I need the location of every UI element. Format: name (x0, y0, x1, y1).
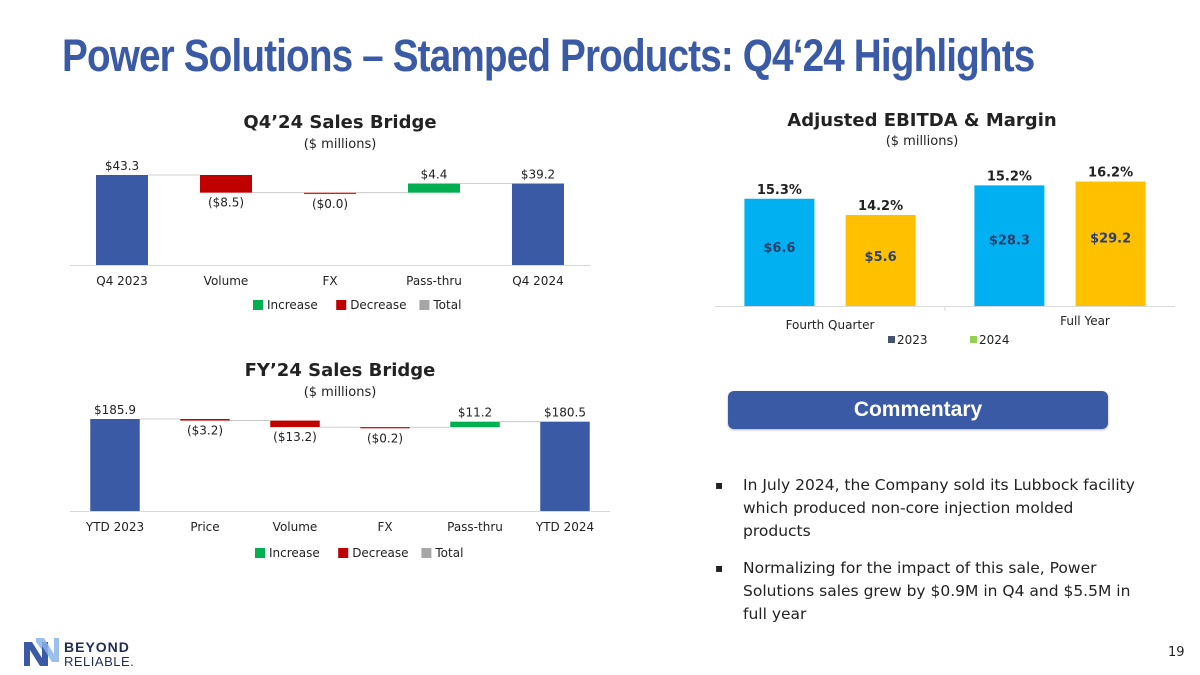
x-tick-label-5: YTD 2024 (535, 520, 594, 534)
bullet-icon: ▪ (715, 478, 724, 492)
chart-title: FY’24 Sales Bridge (245, 360, 436, 381)
legend-label-0: Increase (269, 546, 320, 560)
legend-swatch-0 (888, 336, 895, 343)
data-label-2: ($13.2) (273, 430, 317, 444)
bar-value-label-2024-0: $5.6 (865, 250, 897, 265)
q4-sales-bridge-svg: Q4’24 Sales Bridge ($ millions) $43.3 Q4 … (70, 112, 590, 312)
page-number: 19 (1168, 645, 1185, 660)
data-label-4: $11.2 (458, 406, 492, 420)
fy-sales-bridge-chart: FY’24 Sales Bridge ($ millions) $185.9 YT… (70, 356, 610, 566)
waterfall-bar-2 (304, 192, 356, 194)
x-tick-label-2: Volume (273, 520, 318, 534)
bar-2023-1 (974, 185, 1045, 306)
commentary-item: ▪ Normalizing for the impact of this sal… (715, 557, 1145, 626)
adjusted-ebitda-chart: Adjusted EBITDA & Margin ($ millions) $6… (700, 106, 1190, 356)
bar-value-label-2023-1: $28.3 (989, 234, 1030, 249)
legend-swatch-2 (419, 300, 430, 310)
bar-value-label-2023-0: $6.6 (763, 241, 795, 256)
data-label-4: $39.2 (521, 168, 555, 182)
chart-subtitle: ($ millions) (304, 137, 377, 152)
logo-line1: BEYOND (64, 639, 130, 655)
x-tick-label-4: Pass-thru (447, 520, 503, 534)
q4-sales-bridge-chart: Q4’24 Sales Bridge ($ millions) $43.3 Q4 … (70, 108, 610, 318)
bar-2023-0 (744, 198, 815, 306)
x-tick-label-4: Q4 2024 (512, 274, 563, 288)
waterfall-bar-2 (270, 420, 320, 428)
data-label-1: ($3.2) (187, 424, 223, 438)
margin-label-2024-1: 16.2% (1088, 166, 1133, 181)
margin-label-2024-0: 14.2% (858, 199, 903, 214)
waterfall-bar-1 (200, 175, 252, 193)
x-tick-label-1: Volume (204, 274, 249, 288)
bullet-icon: ▪ (715, 561, 724, 575)
x-tick-label-3: Pass-thru (406, 274, 462, 288)
page-title: Power Solutions – Stamped Products: Q4‘2… (62, 30, 1035, 81)
x-tick-label-1: Price (190, 520, 219, 534)
waterfall-bar-1 (180, 419, 230, 421)
waterfall-bar-3 (360, 427, 410, 429)
data-label-0: $43.3 (105, 159, 139, 173)
commentary-text: In July 2024, the Company sold its Lubbo… (743, 476, 1135, 540)
legend-label-1: Decrease (350, 298, 406, 312)
waterfall-bar-0 (90, 419, 140, 511)
legend-swatch-0 (255, 548, 265, 558)
chart-title: Q4’24 Sales Bridge (243, 112, 436, 133)
waterfall-bar-4 (450, 421, 500, 428)
legend-swatch-1 (338, 548, 349, 558)
legend-label-2: Total (432, 298, 461, 312)
data-label-0: $185.9 (94, 403, 136, 417)
waterfall-bar-5 (540, 421, 590, 511)
x-tick-label-2: FX (322, 274, 337, 288)
legend-label-0: Increase (267, 298, 318, 312)
commentary-list: ▪ In July 2024, the Company sold its Lub… (715, 474, 1145, 640)
x-tick-label-0: Q4 2023 (96, 274, 147, 288)
legend-swatch-2 (421, 548, 432, 558)
x-tick-label-0: YTD 2023 (85, 520, 144, 534)
margin-label-2023-0: 15.3% (757, 183, 802, 198)
waterfall-bar-3 (408, 183, 460, 193)
data-label-3: ($0.2) (367, 431, 403, 445)
legend-swatch-1 (970, 336, 977, 343)
bar-2024-1 (1075, 181, 1146, 306)
x-tick-label-3: FX (377, 520, 392, 534)
adjusted-ebitda-svg: Adjusted EBITDA & Margin ($ millions) $6… (715, 110, 1175, 347)
commentary-header: Commentary (728, 391, 1108, 429)
x-tick-label-0: Fourth Quarter (786, 318, 875, 332)
commentary-text: Normalizing for the impact of this sale,… (743, 559, 1131, 623)
legend-label-1: Decrease (352, 546, 408, 560)
legend-label-2: Total (434, 546, 463, 560)
data-label-2: ($0.0) (312, 197, 348, 211)
legend-swatch-0 (253, 300, 263, 310)
logo-line2: RELIABLE. (64, 654, 134, 669)
bar-2024-0 (845, 215, 916, 306)
data-label-5: $180.5 (544, 406, 586, 420)
chart-title: Adjusted EBITDA & Margin (787, 110, 1056, 131)
legend-swatch-1 (336, 300, 347, 310)
chart-subtitle: ($ millions) (886, 134, 959, 149)
chart-subtitle: ($ millions) (304, 385, 377, 400)
margin-label-2023-1: 15.2% (987, 169, 1032, 184)
legend-label-1: 2024 (979, 333, 1010, 347)
waterfall-bar-4 (512, 183, 564, 265)
bar-value-label-2024-1: $29.2 (1090, 232, 1131, 247)
x-tick-label-1: Full Year (1060, 314, 1110, 328)
data-label-1: ($8.5) (208, 196, 244, 210)
fy-sales-bridge-svg: FY’24 Sales Bridge ($ millions) $185.9 YT… (70, 360, 610, 560)
commentary-item: ▪ In July 2024, the Company sold its Lub… (715, 474, 1145, 543)
logo-mark-icon (24, 638, 59, 666)
beyond-reliable-logo: BEYOND RELIABLE. (24, 638, 134, 669)
waterfall-bar-0 (96, 175, 148, 265)
legend-label-0: 2023 (897, 333, 928, 347)
data-label-3: $4.4 (421, 168, 448, 182)
